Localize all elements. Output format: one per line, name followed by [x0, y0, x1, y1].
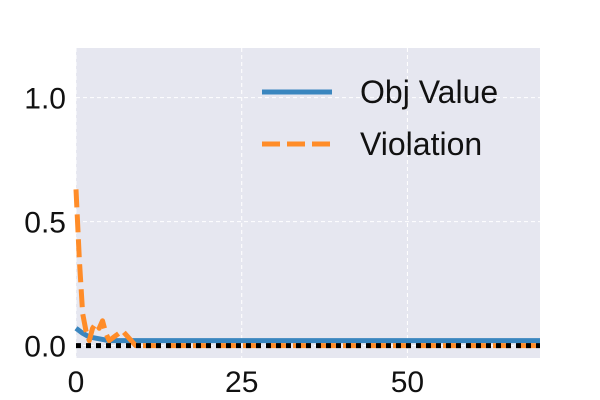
legend-label-obj-value: Obj Value — [360, 74, 498, 110]
series-lines — [73, 189, 540, 349]
x-axis-ticks: 0 25 50 — [68, 366, 424, 399]
legend-label-violation: Violation — [360, 126, 482, 162]
legend: Obj Value Violation — [262, 74, 498, 162]
y-tick-label: 1.0 — [24, 83, 66, 116]
x-tick-label: 25 — [225, 366, 258, 399]
y-tick-label: 0.0 — [24, 331, 66, 364]
x-tick-label: 50 — [391, 366, 424, 399]
x-tick-label: 0 — [68, 366, 85, 399]
plot-area — [76, 48, 540, 358]
y-axis-ticks: 0.0 0.5 1.0 — [24, 83, 66, 364]
y-tick-label: 0.5 — [24, 207, 66, 240]
